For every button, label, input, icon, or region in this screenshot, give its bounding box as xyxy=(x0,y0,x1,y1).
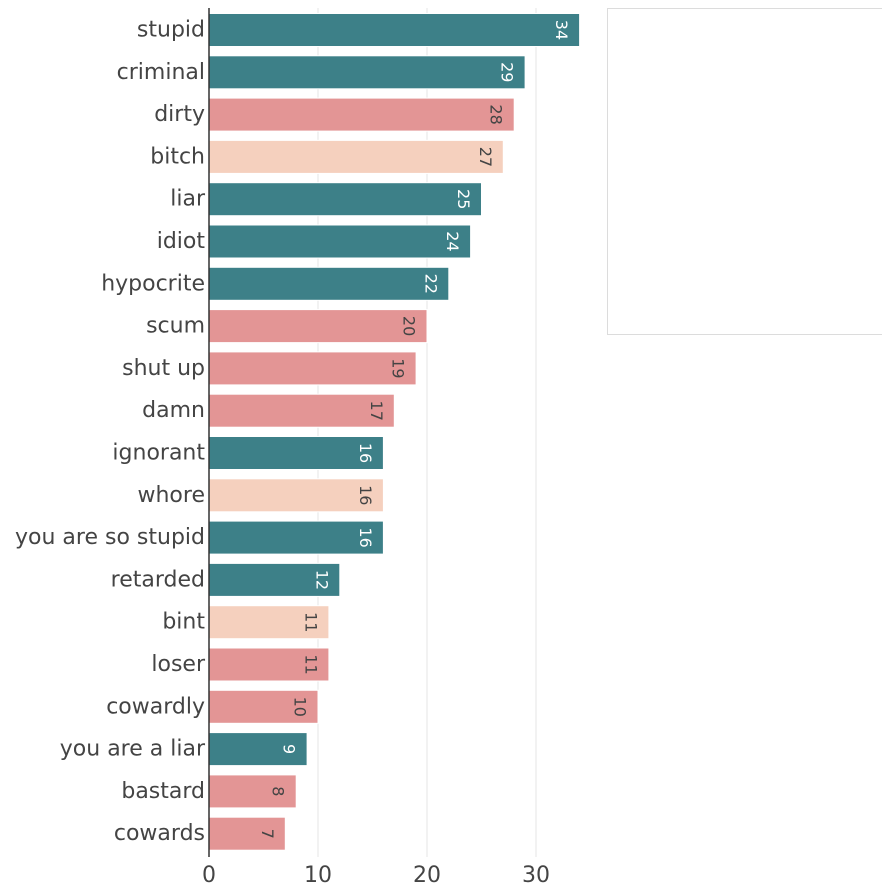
bar xyxy=(208,732,308,767)
value-label: 17 xyxy=(367,401,386,421)
category-label: bint xyxy=(162,610,205,635)
value-label: 9 xyxy=(280,744,299,754)
x-tick-label: 10 xyxy=(304,863,332,888)
category-label: cowardly xyxy=(106,694,205,719)
x-tick-labels: 0 10 20 30 xyxy=(202,863,550,888)
gridlines xyxy=(317,8,537,857)
bar xyxy=(208,139,504,174)
bar xyxy=(208,393,395,428)
value-label: 12 xyxy=(312,570,331,590)
category-label: you are so stupid xyxy=(15,525,205,550)
category-label: hypocrite xyxy=(101,271,205,296)
category-label: whore xyxy=(138,483,206,508)
x-tick-label: 0 xyxy=(202,863,216,888)
value-label: 7 xyxy=(258,829,277,839)
category-label: damn xyxy=(142,398,205,423)
category-label: criminal xyxy=(117,60,205,85)
x-tick-label: 30 xyxy=(522,863,550,888)
category-label: idiot xyxy=(157,229,206,254)
bar xyxy=(208,309,428,344)
bar xyxy=(208,55,526,90)
category-label: cowards xyxy=(114,821,205,846)
value-label: 25 xyxy=(454,189,473,209)
value-label: 27 xyxy=(476,147,495,167)
bar xyxy=(208,605,330,640)
bar xyxy=(208,436,384,470)
category-label: bastard xyxy=(121,779,205,804)
value-label: 20 xyxy=(400,316,419,336)
x-tick-label: 20 xyxy=(413,863,441,888)
legend-box xyxy=(607,8,882,335)
category-label: retarded xyxy=(111,567,205,592)
bar xyxy=(208,562,341,597)
category-label: shut up xyxy=(122,356,205,381)
bar xyxy=(208,182,482,217)
value-label: 22 xyxy=(421,274,440,294)
value-label: 11 xyxy=(301,612,320,632)
value-label: 16 xyxy=(356,527,375,547)
value-labels: 34 29 28 27 25 24 22 20 19 17 16 16 16 12 11 11 10 9 8 7 xyxy=(258,20,571,839)
value-label: 19 xyxy=(389,358,408,378)
bar xyxy=(208,266,450,301)
value-label: 28 xyxy=(487,104,506,124)
value-label: 11 xyxy=(301,654,320,674)
value-label: 10 xyxy=(291,697,310,717)
bar xyxy=(208,520,384,555)
value-label: 29 xyxy=(498,62,517,82)
category-label: bitch xyxy=(150,144,205,169)
category-label: liar xyxy=(170,187,206,212)
category-label: scum xyxy=(146,314,205,339)
category-label: ignorant xyxy=(112,441,205,466)
category-label: you are a liar xyxy=(60,737,206,762)
value-label: 8 xyxy=(269,786,288,796)
bar xyxy=(208,816,286,851)
category-label: stupid xyxy=(137,18,205,43)
category-labels: stupid criminal dirty bitch liar idiot hypocri… xyxy=(15,18,206,847)
category-label: dirty xyxy=(154,102,205,127)
value-label: 16 xyxy=(356,443,375,463)
category-label: loser xyxy=(151,652,206,677)
bar xyxy=(208,351,417,386)
bar xyxy=(208,97,515,132)
bar xyxy=(208,478,384,513)
value-label: 16 xyxy=(356,485,375,505)
bar xyxy=(208,689,319,724)
bar xyxy=(208,647,330,682)
value-label: 34 xyxy=(552,20,571,40)
bars xyxy=(208,13,581,851)
bar xyxy=(208,224,472,259)
value-label: 24 xyxy=(443,231,462,251)
bar xyxy=(208,13,581,47)
